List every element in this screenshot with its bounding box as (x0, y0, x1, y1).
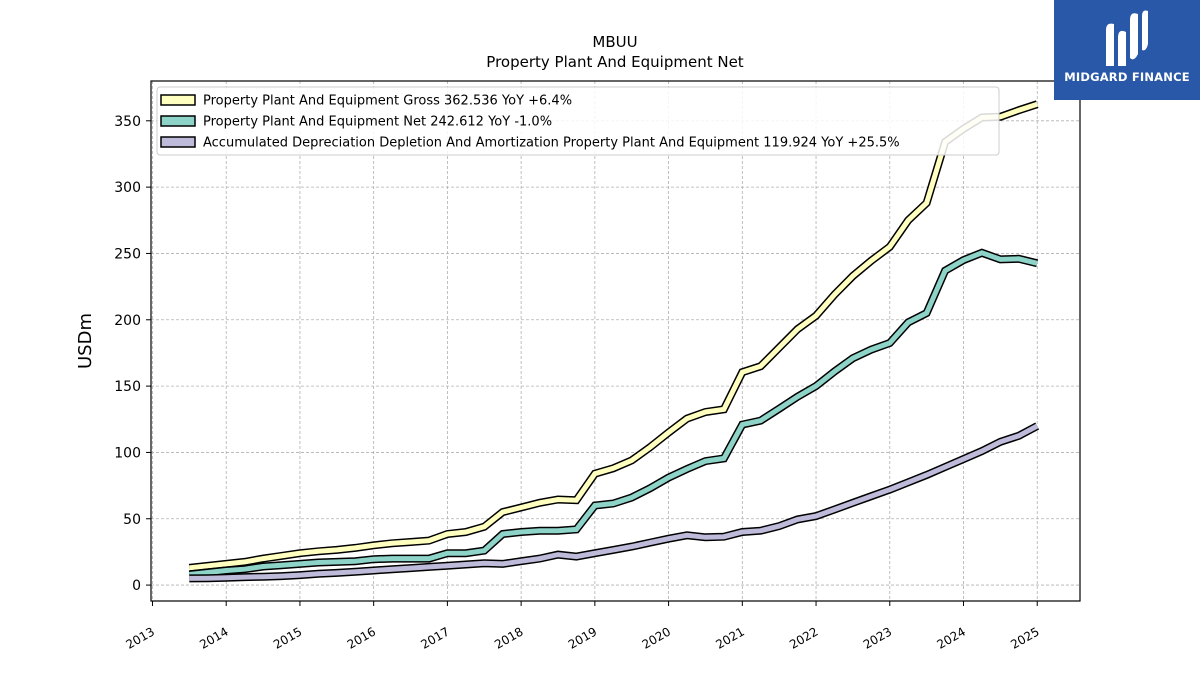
x-axis-ticks: 2013 2014 2015 2016 2017 2018 2019 2020 2021 2022… (124, 601, 1042, 652)
x-tick-label: 2023 (861, 624, 894, 651)
chart-title: MBUU (592, 33, 637, 51)
y-tick-label: 150 (114, 379, 141, 395)
legend-swatch-2 (160, 136, 196, 148)
y-tick-label: 300 (114, 180, 141, 196)
x-tick-label: 2022 (787, 624, 820, 651)
legend-swatch-1 (160, 115, 196, 127)
x-tick-label: 2021 (713, 624, 746, 651)
legend-swatch-0 (160, 94, 196, 106)
x-tick-label: 2014 (197, 624, 230, 651)
y-tick-label: 100 (114, 445, 141, 461)
brand-name: MIDGARD FINANCE (1064, 70, 1190, 84)
y-tick-label: 350 (114, 114, 141, 130)
brand-logo: MIDGARD FINANCE (1054, 0, 1200, 100)
x-tick-label: 2020 (640, 624, 673, 651)
x-tick-label: 2019 (566, 624, 599, 651)
series-line-1 (189, 250, 1038, 577)
chart-subtitle: Property Plant And Equipment Net (486, 53, 743, 71)
x-tick-label: 2015 (271, 624, 304, 651)
x-tick-label: 2018 (492, 624, 525, 651)
legend-label-0: Property Plant And Equipment Gross 362.5… (203, 94, 572, 109)
x-tick-label: 2025 (1008, 624, 1041, 651)
series-outline-1 (188, 248, 1039, 579)
series-line-2 (189, 423, 1039, 581)
x-tick-label: 2024 (935, 624, 968, 651)
grid (151, 81, 1080, 601)
y-axis-label: USDm (75, 313, 96, 369)
legend-label-2: Accumulated Depreciation Depletion And A… (203, 136, 900, 151)
y-tick-label: 250 (114, 246, 141, 262)
y-tick-label: 0 (132, 578, 141, 594)
y-tick-label: 50 (123, 512, 141, 528)
legend-box (156, 86, 1000, 156)
y-axis-ticks: 0 50 100 150 200 250 300 350 (114, 114, 151, 594)
x-tick-label: 2013 (124, 624, 157, 651)
series-line-0 (189, 101, 1038, 571)
midgard-logo-icon (1106, 10, 1148, 67)
plot-frame (150, 80, 1081, 602)
x-tick-label: 2017 (418, 624, 451, 651)
legend: Property Plant And Equipment Gross 362.5… (156, 86, 1000, 156)
series-outline-0 (188, 100, 1039, 572)
y-tick-label: 200 (114, 313, 141, 329)
series-lines (188, 100, 1040, 583)
legend-label-1: Property Plant And Equipment Net 242.612… (203, 115, 552, 130)
x-tick-label: 2016 (345, 624, 378, 651)
